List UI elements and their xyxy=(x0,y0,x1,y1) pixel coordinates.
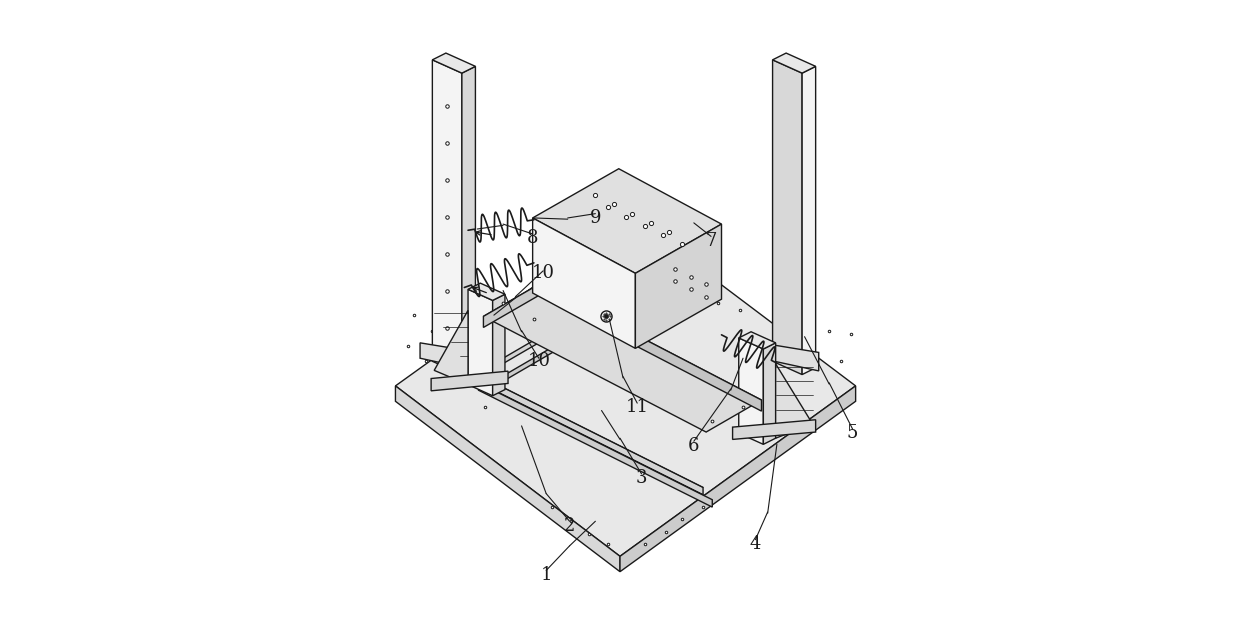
Polygon shape xyxy=(733,420,816,439)
Text: 2: 2 xyxy=(564,517,575,535)
Polygon shape xyxy=(635,224,722,349)
Text: 11: 11 xyxy=(626,399,649,417)
Text: 5: 5 xyxy=(847,425,858,442)
Polygon shape xyxy=(539,284,761,411)
Polygon shape xyxy=(620,386,856,572)
Polygon shape xyxy=(739,332,776,349)
Text: 1: 1 xyxy=(541,565,552,584)
Polygon shape xyxy=(420,343,479,371)
Polygon shape xyxy=(433,53,475,73)
Polygon shape xyxy=(469,371,703,495)
Polygon shape xyxy=(533,169,722,273)
Polygon shape xyxy=(467,283,505,300)
Polygon shape xyxy=(776,364,812,438)
Polygon shape xyxy=(533,218,635,349)
Polygon shape xyxy=(760,343,818,371)
Polygon shape xyxy=(432,371,508,391)
Polygon shape xyxy=(764,343,776,444)
Polygon shape xyxy=(479,349,558,390)
Text: 6: 6 xyxy=(688,436,699,455)
Polygon shape xyxy=(802,66,816,375)
Polygon shape xyxy=(469,337,549,378)
Polygon shape xyxy=(773,53,816,73)
Polygon shape xyxy=(467,289,492,396)
Text: 10: 10 xyxy=(527,352,551,370)
Text: 3: 3 xyxy=(636,469,647,487)
Polygon shape xyxy=(773,60,802,375)
Text: 9: 9 xyxy=(590,209,601,227)
Polygon shape xyxy=(492,294,505,396)
Text: 7: 7 xyxy=(706,232,717,250)
Polygon shape xyxy=(434,310,467,384)
Polygon shape xyxy=(461,66,475,375)
Polygon shape xyxy=(396,386,620,572)
Polygon shape xyxy=(739,338,764,444)
Polygon shape xyxy=(484,284,539,328)
Polygon shape xyxy=(433,60,461,375)
Polygon shape xyxy=(484,284,761,432)
Polygon shape xyxy=(479,383,712,507)
Text: 8: 8 xyxy=(527,229,538,247)
Text: 4: 4 xyxy=(750,535,761,553)
Text: 10: 10 xyxy=(532,265,554,282)
Polygon shape xyxy=(396,217,856,556)
